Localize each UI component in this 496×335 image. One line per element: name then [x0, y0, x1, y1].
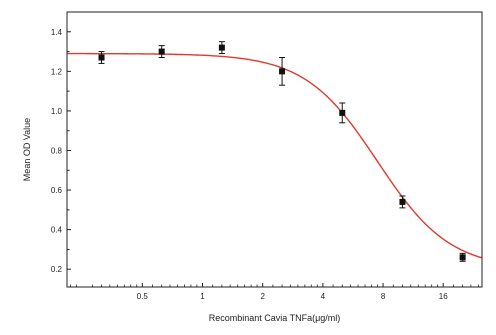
- data-point: [279, 68, 286, 75]
- y-tick-label: 1.2: [51, 67, 63, 76]
- y-tick-label: 0.2: [51, 265, 63, 274]
- ticks-layer: 0.2 0.4 0.6 0.8 1.0 1.2 1.4 0.5 1 2 4 8 16: [51, 28, 479, 301]
- plot-frame: [66, 11, 483, 288]
- data-point: [339, 109, 346, 116]
- x-tick-label: 8: [381, 292, 386, 301]
- y-tick-label: 1.4: [51, 28, 63, 37]
- x-tick-label: 1: [200, 292, 205, 301]
- data-point: [158, 48, 165, 55]
- data-point: [218, 44, 225, 51]
- y-tick-label: 0.8: [51, 146, 63, 155]
- y-tick-label: 0.4: [51, 226, 63, 235]
- data-point: [399, 198, 406, 205]
- x-axis-title: Recombinant Cavia TNFa(μg/ml): [209, 313, 341, 323]
- x-tick-label: 2: [260, 292, 265, 301]
- data-point: [98, 54, 105, 61]
- y-tick-label: 0.6: [51, 186, 63, 195]
- y-axis-title: Mean OD Value: [22, 118, 32, 181]
- x-tick-label: 4: [321, 292, 326, 301]
- fit-curve: [67, 52, 483, 259]
- x-tick-label: 16: [439, 292, 448, 301]
- x-tick-label: 0.5: [137, 292, 149, 301]
- data-points-layer: [98, 44, 466, 261]
- y-tick-label: 1.0: [51, 107, 63, 116]
- data-point: [459, 254, 466, 261]
